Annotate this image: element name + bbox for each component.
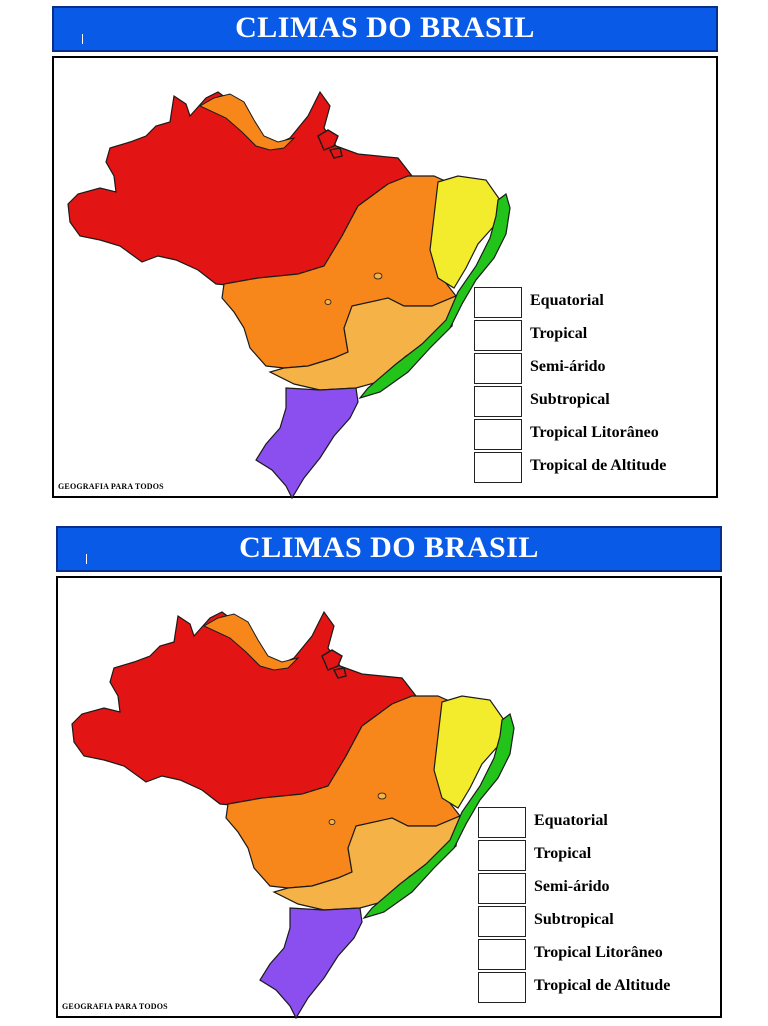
- credit-text: GEOGRAFIA PARA TODOS: [58, 482, 164, 491]
- lake-2: [324, 299, 332, 305]
- legend-row: Tropical de Altitude: [474, 451, 714, 483]
- legend-row: Semi-árido: [474, 352, 714, 384]
- legend-row: Equatorial: [474, 286, 714, 318]
- legend-checkbox[interactable]: [474, 353, 522, 384]
- page-title: CLIMAS DO BRASIL: [235, 11, 535, 44]
- legend-checkbox[interactable]: [474, 320, 522, 351]
- legend-checkbox[interactable]: [478, 906, 526, 937]
- page-title: CLIMAS DO BRASIL: [239, 531, 539, 564]
- legend-checkbox[interactable]: [474, 287, 522, 318]
- legend-label: Equatorial: [534, 812, 608, 829]
- legend-label: Subtropical: [534, 911, 614, 928]
- region-semi-arido: [433, 695, 505, 809]
- map-frame: Equatorial Tropical Semi-árido Subtropic…: [52, 56, 718, 500]
- legend-label: Semi-árido: [534, 878, 610, 895]
- title-tick: [86, 554, 87, 564]
- title-bar: CLIMAS DO BRASIL: [52, 6, 718, 52]
- map-frame: Equatorial Tropical Semi-árido Subtropic…: [56, 576, 722, 1020]
- legend-label: Tropical: [534, 845, 592, 862]
- legend-row: Subtropical: [478, 905, 718, 937]
- legend-checkbox[interactable]: [478, 807, 526, 838]
- brazil-climate-map: [67, 90, 511, 500]
- legend-checkbox[interactable]: [474, 419, 522, 450]
- legend-row: Tropical de Altitude: [478, 971, 718, 1003]
- legend-label: Semi-árido: [530, 358, 606, 375]
- legend-row: Tropical Litorâneo: [474, 418, 714, 450]
- legend-row: Tropical: [478, 839, 718, 871]
- legend-label: Tropical de Altitude: [534, 977, 671, 994]
- title-tick: [82, 34, 83, 44]
- legend-checkbox[interactable]: [478, 939, 526, 970]
- lake-1: [373, 272, 383, 280]
- legend-row: Equatorial: [478, 806, 718, 838]
- legend: Equatorial Tropical Semi-árido Subtropic…: [474, 286, 714, 484]
- legend-checkbox[interactable]: [474, 386, 522, 417]
- region-subtropical: [259, 907, 363, 1020]
- brazil-climate-map: [71, 610, 515, 1020]
- legend-checkbox[interactable]: [478, 873, 526, 904]
- region-tropical-north: [202, 613, 300, 671]
- region-tropical-litoraneo: [362, 712, 515, 920]
- legend-label: Tropical: [530, 325, 588, 342]
- credit-text: GEOGRAFIA PARA TODOS: [62, 1002, 168, 1011]
- legend-checkbox[interactable]: [478, 840, 526, 871]
- legend-row: Subtropical: [474, 385, 714, 417]
- legend-row: Semi-árido: [478, 872, 718, 904]
- region-semi-arido: [429, 175, 501, 289]
- delta-islands: [321, 649, 347, 679]
- lake-2: [328, 819, 336, 825]
- region-subtropical: [255, 387, 359, 500]
- lake-1: [377, 792, 387, 800]
- delta-islands: [317, 129, 343, 159]
- legend-label: Tropical Litorâneo: [530, 424, 659, 441]
- legend-label: Subtropical: [530, 391, 610, 408]
- legend-checkbox[interactable]: [474, 452, 522, 483]
- title-bar: CLIMAS DO BRASIL: [56, 526, 722, 572]
- legend-label: Equatorial: [530, 292, 604, 309]
- legend-row: Tropical: [474, 319, 714, 351]
- legend-label: Tropical de Altitude: [530, 457, 667, 474]
- region-tropical-north: [198, 93, 296, 151]
- worksheet-bottom: CLIMAS DO BRASIL Equatorial Tropical Sem…: [56, 526, 722, 1020]
- legend: Equatorial Tropical Semi-árido Subtropic…: [478, 806, 718, 1004]
- worksheet-top: CLIMAS DO BRASIL Equatorial Tropical: [52, 6, 718, 500]
- region-tropical-litoraneo: [358, 192, 511, 400]
- legend-label: Tropical Litorâneo: [534, 944, 663, 961]
- legend-checkbox[interactable]: [478, 972, 526, 1003]
- legend-row: Tropical Litorâneo: [478, 938, 718, 970]
